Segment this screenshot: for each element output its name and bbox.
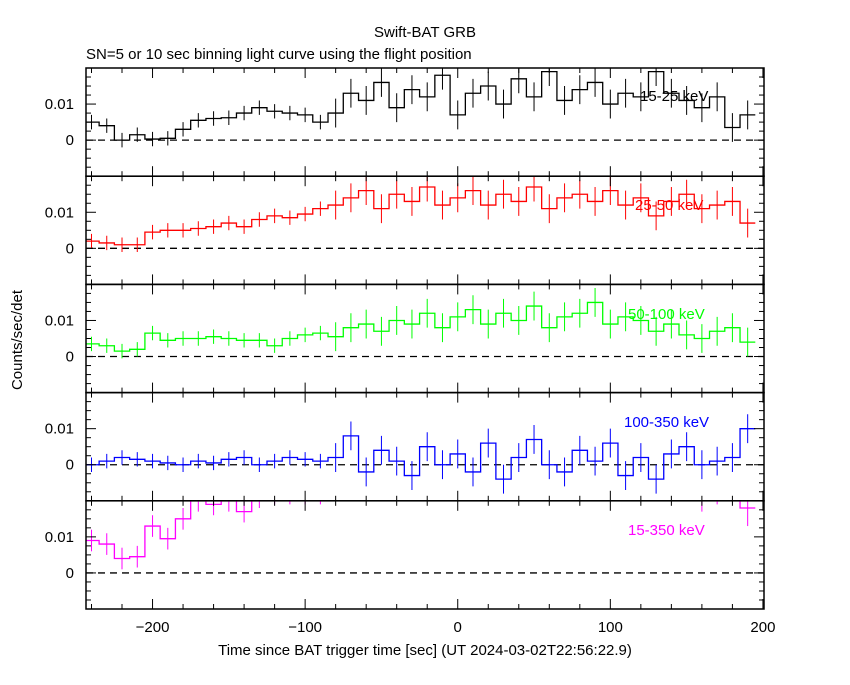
series-label: 50-100 keV — [628, 306, 705, 323]
y-tick-label: 0.01 — [45, 529, 74, 546]
step-line — [86, 428, 756, 480]
step-line — [86, 70, 756, 141]
step-line — [86, 301, 756, 352]
y-tick-label: 0.01 — [45, 312, 74, 329]
y-tick-label: 0 — [66, 349, 74, 366]
panel-25-50-kev: 0 0.01 25-50 keV — [45, 175, 765, 286]
x-axis-label: Time since BAT trigger time [sec] (UT 20… — [218, 642, 632, 659]
y-tick-label: 0.01 — [45, 421, 74, 438]
y-tick-label: 0.01 — [45, 96, 74, 113]
chart-title: Swift-BAT GRB — [374, 24, 476, 41]
panel-frame — [85, 67, 765, 177]
panel-frame — [85, 500, 765, 610]
panel-15-350-kev: 0 0.01 15-350 keV −200 −100 0 100 200 — [45, 500, 775, 636]
series-2 — [86, 288, 756, 359]
y-axis-label: Counts/sec/det — [9, 289, 26, 390]
series-0 — [86, 68, 756, 148]
step-line — [86, 186, 756, 246]
chart-subtitle: SN=5 or 10 sec binning light curve using… — [86, 46, 472, 63]
series-3 — [86, 414, 756, 494]
x-tick-label: 100 — [598, 619, 623, 636]
y-tick-label: 0 — [66, 132, 74, 149]
series-1 — [86, 176, 756, 252]
panel-15-25-kev: 0 0.01 15-25 keV — [45, 67, 765, 177]
panel-50-100-kev: 0 0.01 50-100 keV — [45, 283, 765, 394]
panel-100-350-kev: 0 0.01 100-350 keV — [45, 391, 765, 502]
x-tick-label: −200 — [136, 619, 170, 636]
series-label: 15-350 keV — [628, 522, 705, 539]
y-tick-label: 0 — [66, 457, 74, 474]
step-line — [86, 500, 756, 560]
x-tick-label: 0 — [454, 619, 462, 636]
y-tick-label: 0 — [66, 565, 74, 582]
series-label: 25-50 keV — [635, 197, 703, 214]
series-label: 15-25 keV — [640, 88, 708, 105]
y-tick-label: 0.01 — [45, 204, 74, 221]
x-tick-label: −100 — [288, 619, 322, 636]
x-tick-label: 200 — [750, 619, 775, 636]
y-tick-label: 0 — [66, 240, 74, 257]
series-label: 100-350 keV — [624, 414, 709, 431]
